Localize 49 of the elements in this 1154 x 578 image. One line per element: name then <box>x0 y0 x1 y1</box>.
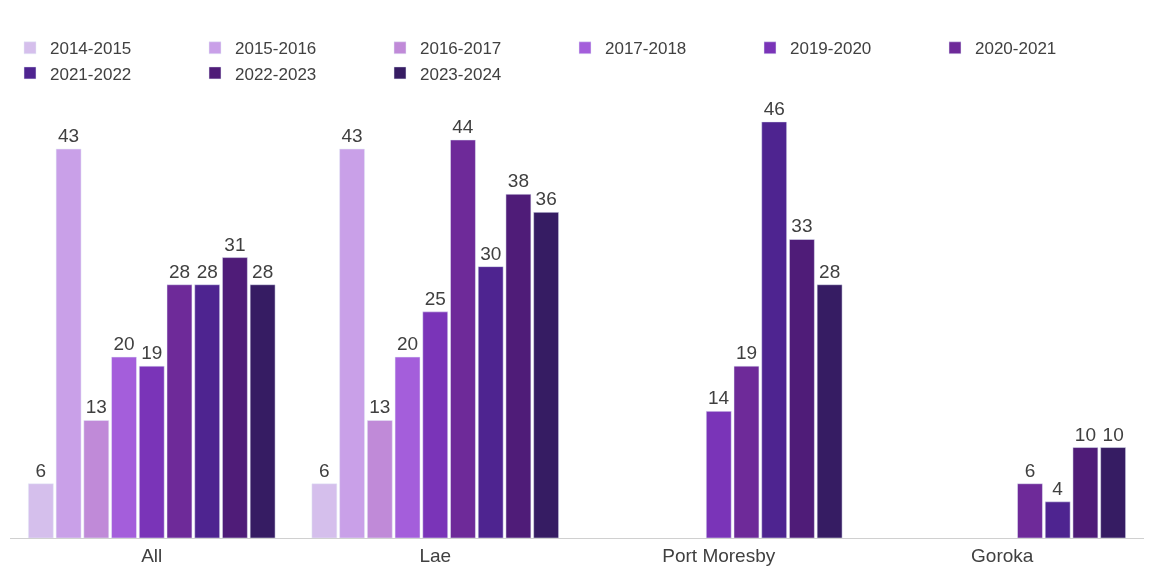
data-label: 13 <box>85 396 107 418</box>
x-tick-label: Goroka <box>971 544 1034 566</box>
bar <box>1017 483 1043 538</box>
legend-label: 2015-2016 <box>235 39 317 59</box>
data-label: 30 <box>480 242 502 264</box>
legend-label: 2023-2024 <box>420 64 502 84</box>
data-label: 28 <box>168 260 191 282</box>
data-label: 28 <box>196 260 218 282</box>
data-label: 33 <box>791 215 813 237</box>
data-label: 25 <box>424 287 446 309</box>
bar <box>339 148 365 538</box>
data-label: 19 <box>141 342 163 364</box>
bar <box>222 257 248 538</box>
data-label: 43 <box>341 125 363 147</box>
bar <box>450 139 476 538</box>
data-label: 10 <box>1074 423 1096 445</box>
data-label: 10 <box>1102 423 1124 445</box>
x-tick-label: Port Moresby <box>662 544 776 566</box>
data-label: 28 <box>819 260 841 282</box>
legend-label: 2014-2015 <box>50 39 132 59</box>
data-label: 28 <box>252 260 274 282</box>
data-label: 44 <box>452 115 474 137</box>
legend-label: 2022-2023 <box>235 64 317 84</box>
data-label: 4 <box>1052 477 1064 499</box>
bar <box>249 284 276 538</box>
data-label: 6 <box>319 459 330 481</box>
legend-label: 2020-2021 <box>975 39 1057 59</box>
x-tick-label: All <box>141 544 163 566</box>
data-label: 38 <box>507 170 529 192</box>
legend-label: 2021-2022 <box>50 64 132 84</box>
data-label: 36 <box>535 188 557 210</box>
bar <box>789 239 815 538</box>
bar <box>311 483 338 538</box>
bar <box>816 284 843 538</box>
data-label: 19 <box>735 342 758 364</box>
legend-label: 2017-2018 <box>605 39 687 59</box>
data-label: 46 <box>763 97 785 119</box>
data-label: 13 <box>369 396 391 418</box>
legend-label: 2016-2017 <box>420 39 502 59</box>
data-label: 6 <box>1024 459 1036 481</box>
legend-label: 2019-2020 <box>790 39 872 59</box>
data-label: 20 <box>113 333 135 355</box>
data-label: 14 <box>707 387 730 409</box>
data-label: 20 <box>396 333 419 355</box>
data-label: 6 <box>35 459 47 481</box>
x-tick-label: Lae <box>419 544 452 566</box>
bar <box>111 356 137 538</box>
data-label: 43 <box>58 125 80 147</box>
data-label: 31 <box>224 233 246 255</box>
